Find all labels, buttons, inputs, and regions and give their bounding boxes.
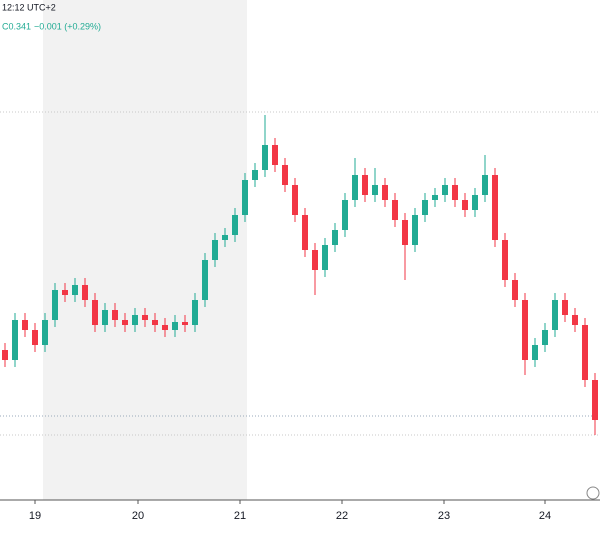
candle-body — [572, 315, 578, 325]
candle-body — [312, 250, 318, 270]
candle-body — [322, 245, 328, 270]
candle-body — [222, 235, 228, 240]
x-tick-label: 20 — [132, 510, 144, 522]
candle-body — [42, 320, 48, 345]
candle-body — [362, 175, 368, 195]
header-time: 12:12 UTC+2 — [2, 2, 56, 12]
candle-body — [582, 325, 588, 380]
candle-body — [542, 330, 548, 345]
candle-body — [272, 145, 278, 165]
candle-body — [392, 200, 398, 220]
candle-body — [202, 260, 208, 300]
candle-body — [532, 345, 538, 360]
candle-body — [152, 320, 158, 325]
close-label: C0.341 — [2, 21, 31, 31]
candle-body — [52, 290, 58, 320]
candle-body — [502, 240, 508, 280]
candle-body — [12, 320, 18, 360]
candle-body — [122, 320, 128, 325]
candle-body — [412, 215, 418, 245]
candle-body — [302, 215, 308, 250]
candle-body — [512, 280, 518, 300]
candle-body — [432, 195, 438, 200]
candle-body — [32, 330, 38, 345]
candle-body — [462, 200, 468, 210]
candle-body — [252, 170, 258, 180]
candle-body — [232, 215, 238, 235]
candle-body — [212, 240, 218, 260]
candle-body — [452, 185, 458, 200]
candle-body — [172, 322, 178, 330]
candle-body — [92, 300, 98, 325]
candle-body — [552, 300, 558, 330]
x-tick-label: 21 — [234, 510, 246, 522]
settings-icon[interactable] — [586, 486, 600, 500]
candle-body — [282, 165, 288, 185]
candle-body — [82, 285, 88, 300]
candle-body — [242, 180, 248, 215]
candle-body — [62, 290, 68, 295]
candle-body — [22, 320, 28, 330]
candle-body — [372, 185, 378, 195]
candle-body — [102, 310, 108, 325]
candle-body — [562, 300, 568, 315]
x-tick-label: 22 — [336, 510, 348, 522]
candle-body — [142, 315, 148, 320]
candle-body — [402, 220, 408, 245]
candle-body — [442, 185, 448, 195]
candle-body — [472, 195, 478, 210]
candle-body — [352, 175, 358, 200]
candle-body — [112, 310, 118, 320]
candle-body — [592, 380, 598, 420]
x-tick-label: 23 — [438, 510, 450, 522]
candle-body — [192, 300, 198, 325]
change-label: −0.001 (+0.29%) — [34, 21, 101, 31]
candle-body — [292, 185, 298, 215]
candle-body — [72, 285, 78, 295]
candle-body — [182, 322, 188, 325]
candle-body — [2, 350, 8, 360]
candle-body — [422, 200, 428, 215]
candle-body — [162, 325, 168, 330]
candle-body — [262, 145, 268, 170]
candle-body — [132, 315, 138, 325]
candle-body — [382, 185, 388, 200]
candle-body — [342, 200, 348, 230]
x-tick-label: 19 — [29, 510, 41, 522]
candle-body — [522, 300, 528, 360]
candle-body — [332, 230, 338, 245]
candle-body — [492, 175, 498, 240]
candle-body — [482, 175, 488, 195]
x-tick-label: 24 — [539, 510, 551, 522]
